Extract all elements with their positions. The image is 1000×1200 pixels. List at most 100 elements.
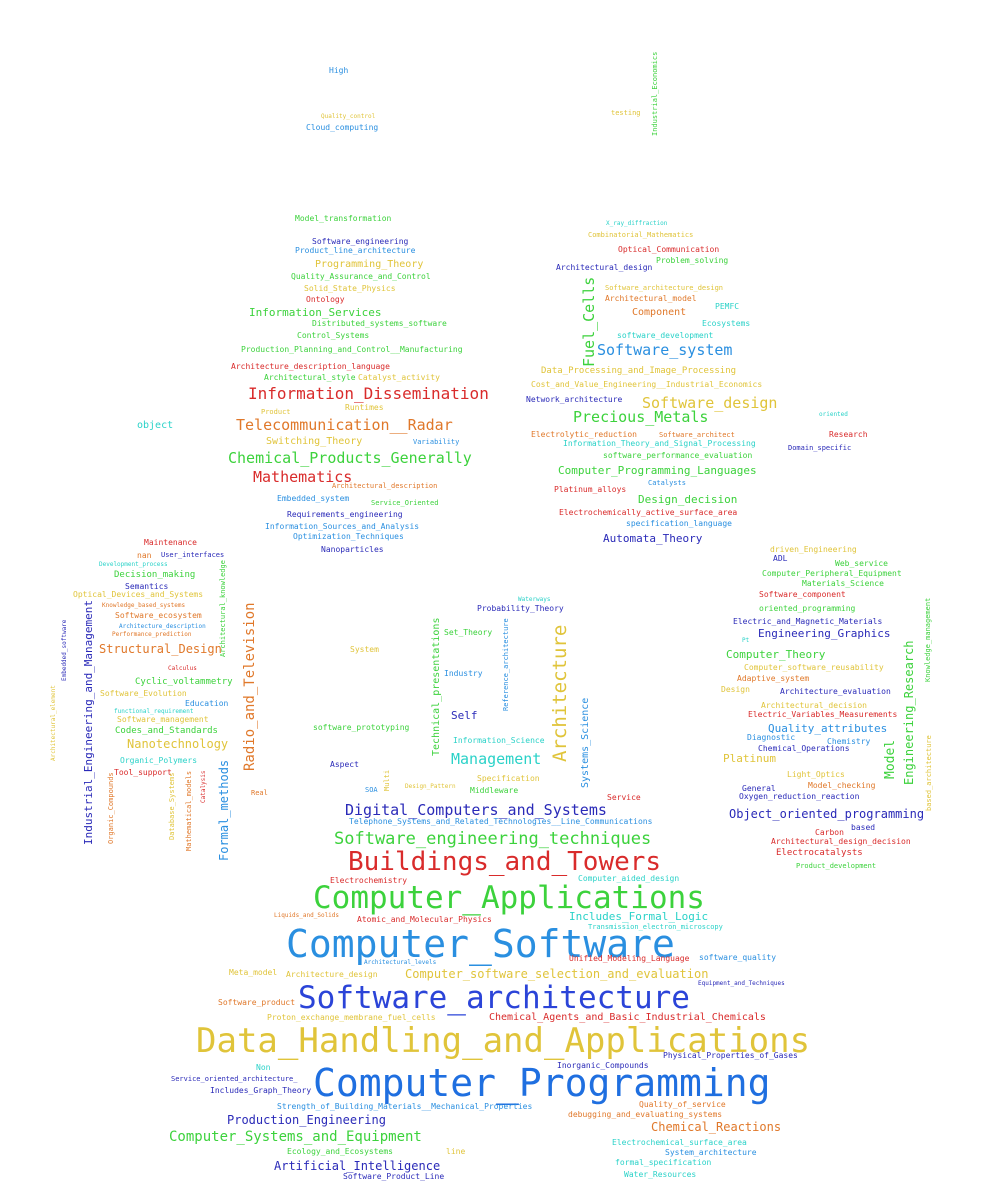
word-architectural-knowledge: Architectural_knowledge [219, 560, 227, 657]
word-engineering-research: Engineering_Research [902, 640, 916, 785]
word-computer-applications: Computer_Applications [313, 880, 705, 916]
word-chemical-products-generally: Chemical_Products_Generally [228, 449, 472, 467]
word-ecosystems: Ecosystems [702, 319, 751, 328]
word-automata-theory: Automata_Theory [603, 532, 703, 545]
word-software-architecture-design: Software_architecture_design [605, 284, 724, 292]
word-set-theory: Set_Theory [444, 628, 493, 637]
word-embedded-system: Embedded_system [277, 494, 350, 503]
word-industrial-engineering-and-management: Industrial_Engineering_and_Management [82, 600, 95, 846]
word-architecture-description: Architecture_description [119, 623, 206, 630]
word-software-product-line: Software_Product_Line [343, 1172, 445, 1181]
word-tool-support: Tool_support [114, 768, 172, 777]
word-product: Product [261, 408, 291, 416]
word-information-services: Information_Services [249, 306, 382, 319]
word-fuel-cells: Fuel_Cells [580, 277, 598, 368]
word-component: Component [632, 307, 687, 318]
word-maintenance: Maintenance [144, 538, 197, 547]
word-information-science: Information_Science [453, 736, 545, 745]
word-carbon: Carbon [815, 828, 844, 837]
word-software-quality: software_quality [699, 953, 777, 962]
word-technical-presentations: Technical_presentations [431, 618, 442, 757]
word-architectural-design: Architectural_design [556, 263, 653, 272]
word-atomic-and-molecular-physics: Atomic_and_Molecular_Physics [357, 915, 492, 924]
word-product-development: Product_development [796, 862, 877, 870]
word-ecology-and-ecosystems: Ecology_and_Ecosystems [287, 1147, 393, 1156]
word-telephone-systems-and-related-technologies-line-communications: Telephone_Systems_and_Related_Technologi… [349, 817, 653, 826]
word-software-design: Software_design [642, 394, 778, 412]
word-embedded-software: Embedded_software [61, 620, 68, 682]
word-quality-control: Quality_control [321, 113, 376, 120]
word-adl: ADL [773, 554, 788, 563]
word-database-systems: Database_Systems [168, 773, 176, 841]
word-problem-solving: Problem_solving [656, 256, 729, 265]
word-solid-state-physics: Solid_State_Physics [304, 284, 396, 293]
word-diagnostic: Diagnostic [747, 733, 796, 742]
word-product-line-architecture: Product_line_architecture [295, 246, 416, 255]
word-combinatorial-mathematics: Combinatorial_Mathematics [588, 231, 694, 239]
word-line: line [446, 1147, 466, 1156]
word-optical-devices-and-systems: Optical_Devices_and_Systems [73, 590, 204, 599]
word-domain-specific: Domain_specific [788, 444, 852, 452]
word-catalyst-activity: Catalyst_activity [358, 373, 440, 382]
word-model-checking: Model_checking [808, 781, 876, 790]
word-formal-methods: Formal_methods [217, 760, 231, 862]
word-platinum: Platinum [723, 752, 776, 765]
word-optimization-techniques: Optimization_Techniques [293, 532, 404, 541]
word-water-resources: Water_Resources [624, 1170, 697, 1179]
word-electric-variables-measurements: Electric_Variables_Measurements [748, 710, 898, 719]
word-architectural-element: Architectural_element [50, 685, 57, 761]
word-electrochemically-active-surface-area: Electrochemically_active_surface_area [559, 508, 738, 517]
word-high: High [329, 66, 349, 75]
word-middleware: Middleware [470, 786, 519, 795]
word-semantics: Semantics [125, 582, 169, 591]
word-self: Self [451, 709, 478, 722]
word-industry: Industry [444, 669, 483, 678]
word-quality-assurance-and-control: Quality_Assurance_and_Control [291, 272, 431, 281]
word-runtimes: Runtimes [345, 403, 384, 412]
word-information-sources-and-analysis: Information_Sources_and_Analysis [265, 522, 420, 531]
word-software-performance-evaluation: software_performance_evaluation [603, 451, 753, 460]
word-model: Model [883, 740, 898, 780]
word-electrochemistry: Electrochemistry [330, 876, 408, 885]
word-probability-theory: Probability_Theory [477, 604, 564, 613]
word-system-architecture: System_architecture [665, 1148, 757, 1157]
word-requirements-engineering: Requirements_engineering [287, 510, 403, 519]
word-formal-specification: formal_specification [615, 1158, 712, 1167]
word-architecture: Architecture [549, 625, 571, 763]
word-computer-peripheral-equipment: Computer_Peripheral_Equipment [762, 569, 902, 578]
word-data-processing-and-image-processing: Data_Processing_and_Image_Processing [541, 366, 737, 376]
word-organic-compounds: Organic_Compounds [107, 772, 115, 844]
word-computer-software-reusability: Computer_software_reusability [744, 663, 884, 672]
word-specification-language: specification_language [626, 519, 732, 528]
word-oriented-programming: oriented_programming [759, 604, 856, 613]
word-computer-theory: Computer_Theory [726, 648, 826, 661]
word-specification: Specification [477, 774, 540, 783]
word-development-process: Development_process [99, 561, 168, 568]
word-object: object [137, 420, 174, 431]
word-computer-software-selection-and-evaluation: Computer_software_selection_and_evaluati… [405, 967, 709, 981]
word-software-system: Software_system [597, 341, 733, 359]
word-distributed-systems-software: Distributed_systems_software [312, 319, 447, 328]
word-optical-communication: Optical_Communication [618, 245, 720, 254]
word-model-transformation: Model_transformation [295, 214, 392, 223]
word-software-prototyping: software_prototyping [313, 723, 410, 732]
word-catalysts: Catalysts [648, 479, 686, 487]
word-chemical-reactions: Chemical_Reactions [651, 1120, 782, 1134]
word-industrial-economics: Industrial_Economics [651, 52, 659, 137]
word-adaptive-system: Adaptive_system [737, 674, 810, 683]
word-inorganic-compounds: Inorganic_Compounds [557, 1061, 649, 1070]
word-strength-of-building-materials-mechanical-properties: Strength_of_Building_Materials__Mechanic… [277, 1102, 533, 1111]
word-catalysis: Catalysis [200, 770, 207, 803]
word-software-engineering-techniques: Software_engineering_techniques [334, 829, 652, 849]
word-research: Research [829, 430, 868, 439]
word-structural-design: Structural_Design [99, 642, 222, 656]
word-architecture-evaluation: Architecture_evaluation [780, 687, 891, 696]
word-computer-programming-languages: Computer_Programming_Languages [558, 464, 757, 477]
word-knowledge-based-systems: Knowledge_based_systems [102, 602, 186, 609]
word-design-decision: Design_decision [638, 493, 738, 506]
word-includes-graph-theory: Includes_Graph_Theory [210, 1086, 312, 1095]
word-software-development: software_development [617, 331, 714, 340]
word-computer-software: Computer_Software [286, 922, 675, 966]
word-production-engineering: Production_Engineering [227, 1113, 386, 1127]
word-x-ray-diffraction: X_ray_diffraction [606, 220, 668, 227]
